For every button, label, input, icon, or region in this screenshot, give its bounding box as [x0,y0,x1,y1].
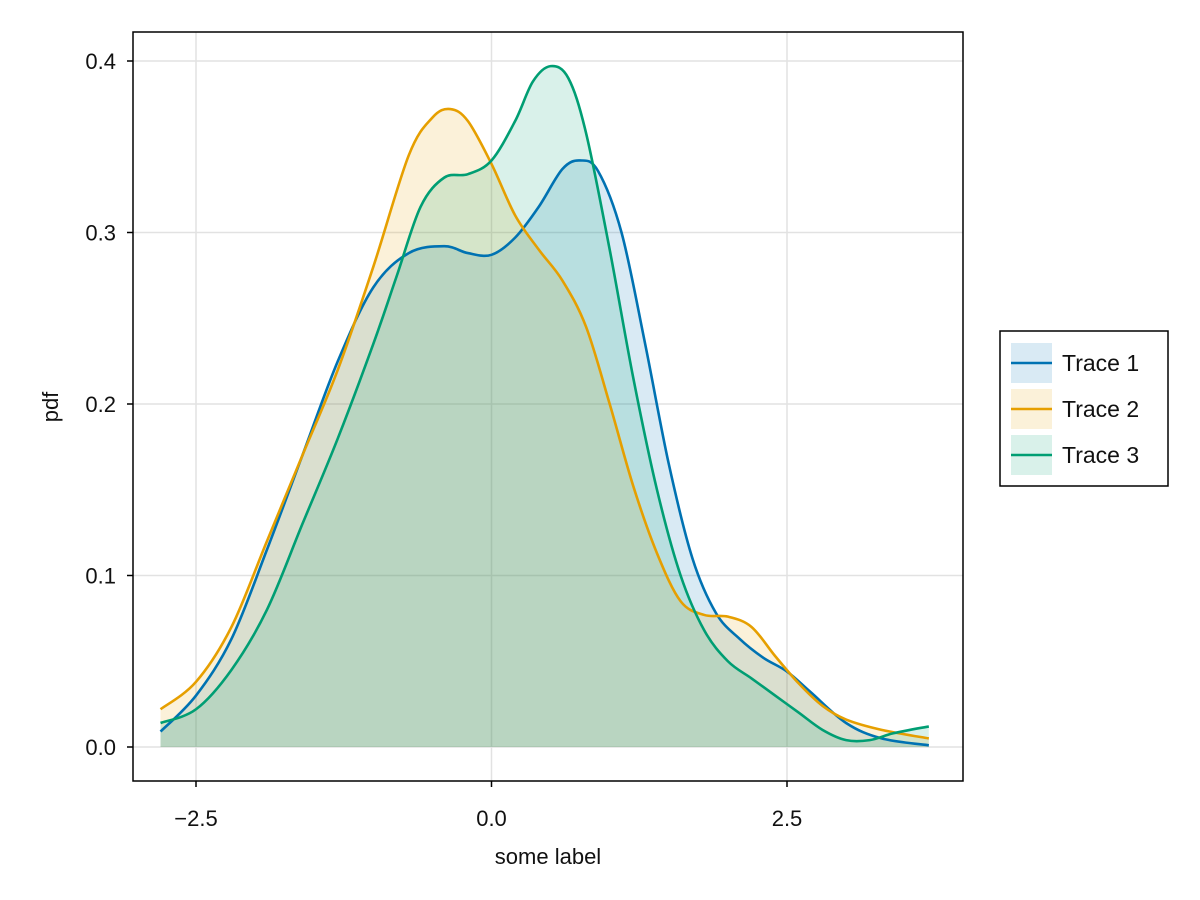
x-axis-label: some label [495,844,601,869]
y-tick-label-1: 0.1 [85,564,116,589]
legend-label-1: Trace 1 [1062,350,1139,376]
y-tick-label-3: 0.3 [85,221,116,246]
y-tick-label-0: 0.0 [85,735,116,760]
x-tick-label-0: −2.5 [174,806,217,831]
series-fill-1 [160,160,929,748]
legend-label-2: Trace 2 [1062,396,1139,422]
y-axis-ticks: 0.0 0.1 0.2 0.3 0.4 [85,49,133,760]
x-tick-label-2: 2.5 [772,806,803,831]
legend: Trace 1 Trace 2 Trace 3 [999,330,1169,487]
y-tick-label-2: 0.2 [85,392,116,417]
series-fill-3 [160,66,929,747]
series-lines [159,64,930,747]
x-axis-ticks: −2.5 0.0 2.5 [174,781,802,831]
y-axis-label: pdf [38,391,63,422]
series-line-3 [160,64,930,743]
y-tick-label-4: 0.4 [85,49,116,74]
series-fill-2 [160,108,929,747]
series-fills [160,66,929,748]
plot-frame [132,31,964,782]
grid [133,32,963,781]
x-tick-label-1: 0.0 [476,806,507,831]
series-line-2 [159,107,930,740]
legend-label-3: Trace 3 [1062,442,1139,468]
